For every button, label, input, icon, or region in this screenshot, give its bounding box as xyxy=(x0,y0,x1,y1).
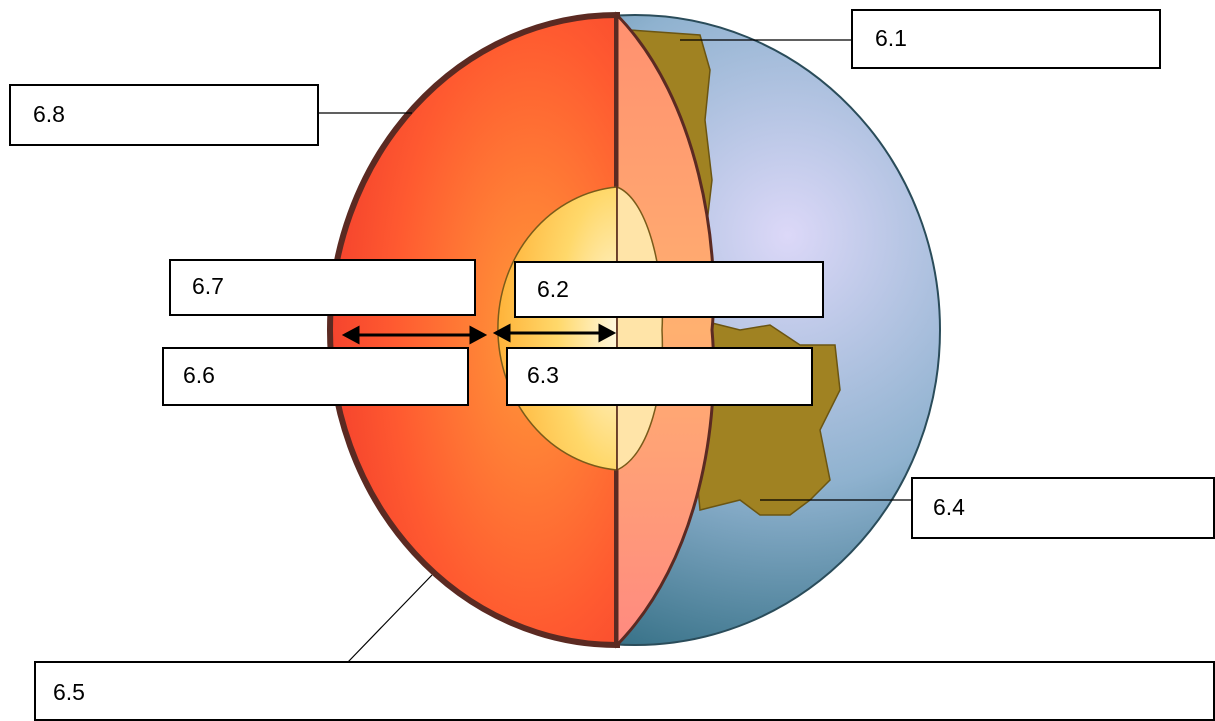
label-box: 6.7 xyxy=(169,259,476,316)
label: 6.6 xyxy=(183,362,215,388)
label: 6.5 xyxy=(53,679,85,705)
label-box: 6.5 xyxy=(34,661,1215,721)
label: 6.7 xyxy=(192,273,224,299)
label: 6.2 xyxy=(537,276,569,302)
label-box: 6.2 xyxy=(514,261,824,318)
label: 6.3 xyxy=(527,362,559,388)
label-box: 6.6 xyxy=(162,347,469,406)
label: 6.1 xyxy=(875,25,907,51)
label-box: 6.1 xyxy=(851,9,1161,69)
label-box: 6.8 xyxy=(9,84,319,146)
label-box: 6.3 xyxy=(506,347,813,406)
leader-lines xyxy=(318,39,912,663)
earth xyxy=(327,11,941,649)
label: 6.4 xyxy=(933,494,965,520)
label-box: 6.4 xyxy=(911,477,1215,539)
arrows xyxy=(341,323,617,345)
label: 6.8 xyxy=(33,101,65,127)
